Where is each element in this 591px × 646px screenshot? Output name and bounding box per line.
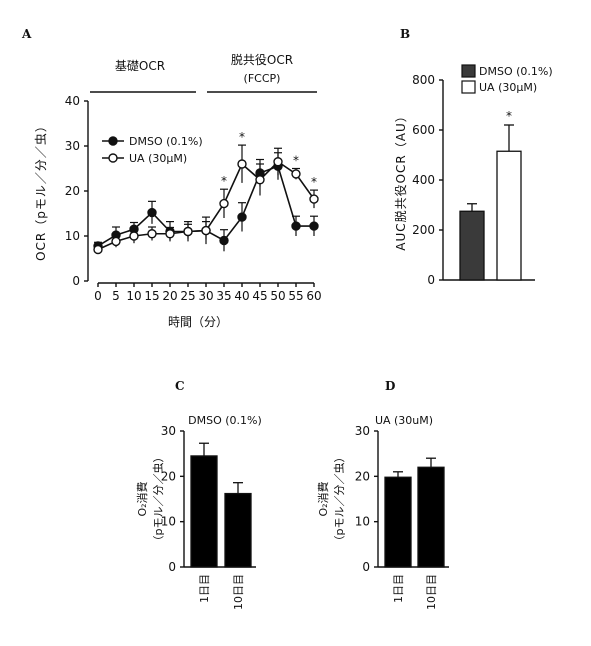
bar-1 [225,494,251,567]
bar-1 [418,467,444,567]
y-axis-title-c-line1: O₂消費 [135,481,149,516]
data-point-dmso [148,209,156,217]
panel-a-line-chart: 010203040051015202530354045505560時間（分）OC… [34,52,322,329]
legend-marker [109,137,117,145]
data-point-ua [292,170,300,178]
data-point-ua [202,227,210,235]
legend-label: DMSO (0.1%) [129,135,203,148]
panel-letter-a: A [21,27,32,41]
x-tick-label-a: 60 [306,289,321,303]
y-axis-title-d-line1: O₂消費 [316,481,330,516]
data-point-ua [238,160,246,168]
panel-c-bar-chart: 0102030DMSO (0.1%)O₂消費（pモル／分／虫）1日目10日目 [135,414,262,610]
x-tick-label-a: 30 [198,289,213,303]
y-tick-label-a: 40 [65,94,80,108]
panel-letter-b: B [400,27,410,41]
chart-title-c: DMSO (0.1%) [188,414,262,427]
y-tick-label-a: 20 [65,184,80,198]
x-category-label-c: 1日目 [198,574,211,603]
x-category-label-d: 1日目 [392,574,405,603]
x-category-label-c: 10日目 [232,574,245,610]
y-tick-label: 20 [355,469,370,483]
x-tick-label-a: 20 [162,289,177,303]
data-point-ua [94,246,102,254]
panel-d-bar-chart: 0 10 20 30 UA (30uM) O₂消費（pモル／分／虫） 1日目 10日目 [316,414,449,610]
x-tick-label-a: 55 [288,289,303,303]
bar-1 [497,151,521,280]
data-point-dmso [220,237,228,245]
x-category-label-d: 10日目 [425,574,438,610]
y-tick-label-a: 0 [72,274,80,288]
y-tick-label: 0 [362,560,370,574]
data-point-dmso [292,222,300,230]
data-point-ua [220,200,228,208]
section-sublabel-fccp: (FCCP) [244,72,281,85]
y-axis-title-d-line2: （pモル／分／虫） [333,452,346,547]
significance-star-a: * [221,174,227,188]
legend-marker [109,154,117,162]
data-point-ua [148,230,156,238]
bar-0 [460,211,484,280]
y-tick-label: 10 [355,515,370,529]
panel-b-bar-chart: 0 200 400 600 800 AUC脱共役OCR（AU） * DMSO (0.1%) UA… [393,65,553,287]
x-tick-label-a: 45 [252,289,267,303]
data-point-ua [256,176,264,184]
data-point-dmso [310,222,318,230]
data-point-dmso [238,213,246,221]
data-point-ua [184,228,192,236]
panel-letter-d: D [385,379,395,393]
legend-label-b: DMSO (0.1%) [479,65,553,78]
legend-a: DMSO (0.1%) UA (30μM) [102,135,203,165]
section-label-uncoupled: 脱共役OCR [231,52,293,67]
x-tick-label-a: 0 [94,289,102,303]
data-point-ua [166,230,174,238]
x-tick-label-a: 5 [112,289,120,303]
bar-0 [191,456,217,567]
bar-0 [385,477,411,567]
legend-label: UA (30μM) [129,152,187,165]
data-point-ua [130,232,138,240]
legend-swatch-b [462,65,475,77]
x-tick-label-a: 10 [126,289,141,303]
significance-star-a: * [293,154,299,168]
y-tick-label: 0 [427,273,435,287]
y-tick-label: 600 [412,123,435,137]
x-tick-label-a: 50 [270,289,285,303]
x-tick-label-a: 15 [144,289,159,303]
y-tick-label: 0 [168,560,176,574]
significance-star-a: * [311,175,317,189]
panel-letter-c: C [175,379,185,393]
y-tick-label: 800 [412,73,435,87]
y-axis-title-a: OCR（pモル／分／虫） [34,119,48,261]
y-axis-title-b: AUC脱共役OCR（AU） [393,109,408,251]
y-tick-label: 400 [412,173,435,187]
y-tick-label: 200 [412,223,435,237]
section-label-basal: 基礎OCR [115,59,165,73]
legend-swatch-b [462,81,475,93]
x-tick-label-a: 35 [216,289,231,303]
y-tick-label-a: 30 [65,139,80,153]
x-tick-label-a: 40 [234,289,249,303]
x-tick-label-a: 25 [180,289,195,303]
y-axis-title-c-line2: （pモル／分／虫） [152,452,165,547]
x-axis-title-a: 時間（分） [168,315,228,329]
data-point-ua [274,158,282,166]
y-tick-label: 30 [161,424,176,438]
chart-title-d: UA (30uM) [375,414,433,427]
significance-star-a: * [239,130,245,144]
data-point-ua [112,237,120,245]
data-point-ua [310,195,318,203]
y-tick-label: 30 [355,424,370,438]
y-tick-label-a: 10 [65,229,80,243]
significance-star-b: * [506,109,512,123]
legend-label-b: UA (30μM) [479,81,537,94]
